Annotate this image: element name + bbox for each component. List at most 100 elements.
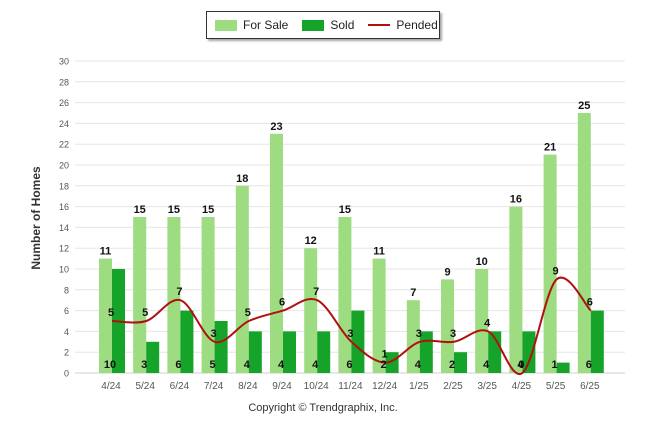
x-tick-label: 9/24 xyxy=(272,381,292,392)
for-sale-value-label: 25 xyxy=(578,100,590,112)
sold-value-label: 4 xyxy=(244,359,251,371)
y-tick-label: 8 xyxy=(64,285,69,295)
sold-value-label: 4 xyxy=(517,359,524,371)
pended-value-label: 5 xyxy=(245,307,251,319)
legend-label-sold: Sold xyxy=(330,18,355,32)
sold-value-label: 4 xyxy=(278,359,285,371)
pended-swatch xyxy=(368,24,391,26)
y-tick-label: 0 xyxy=(64,369,69,379)
for-sale-bar xyxy=(509,206,523,373)
for-sale-value-label: 15 xyxy=(202,204,214,216)
y-tick-label: 14 xyxy=(59,223,69,233)
for-sale-bar xyxy=(304,248,318,373)
for-sale-value-label: 12 xyxy=(305,235,317,247)
sold-value-label: 4 xyxy=(415,359,422,371)
x-tick-label: 6/25 xyxy=(580,381,600,392)
for-sale-value-label: 15 xyxy=(134,204,146,216)
bars xyxy=(99,113,604,373)
pended-value-label: 6 xyxy=(587,297,593,309)
sold-value-label: 6 xyxy=(346,359,352,371)
for-sale-bar xyxy=(133,217,147,373)
pended-value-label: 7 xyxy=(176,286,182,298)
for-sale-bar xyxy=(235,185,249,373)
y-tick-label: 22 xyxy=(59,140,69,150)
sold-swatch xyxy=(302,19,325,31)
pended-value-label: 4 xyxy=(484,317,491,329)
sold-bar xyxy=(351,310,365,373)
for-sale-bar xyxy=(577,113,591,373)
y-tick-label: 4 xyxy=(64,327,69,337)
for-sale-value-label: 15 xyxy=(339,204,351,216)
sold-value-label: 2 xyxy=(449,359,455,371)
x-tick-label: 4/24 xyxy=(101,381,121,392)
for-sale-swatch xyxy=(215,19,237,31)
sold-bar xyxy=(146,341,160,373)
legend-label-for-sale: For Sale xyxy=(243,18,289,32)
for-sale-value-label: 15 xyxy=(168,204,180,216)
sold-value-label: 4 xyxy=(312,359,319,371)
pended-value-label: 0 xyxy=(518,359,524,371)
legend-item-pended[interactable]: Pended xyxy=(368,18,438,32)
for-sale-bar xyxy=(167,217,181,373)
data-labels: 1110153156155184234124156112749210416421… xyxy=(100,100,593,371)
pended-value-label: 3 xyxy=(450,328,456,340)
for-sale-value-label: 7 xyxy=(410,287,416,299)
for-sale-value-label: 11 xyxy=(100,246,112,258)
pended-value-label: 3 xyxy=(347,328,353,340)
for-sale-value-label: 18 xyxy=(236,173,248,185)
for-sale-bar xyxy=(475,269,489,373)
y-tick-label: 6 xyxy=(64,306,69,316)
pended-value-label: 1 xyxy=(382,349,388,361)
legend-item-for-sale[interactable]: For Sale xyxy=(215,18,288,32)
y-tick-label: 30 xyxy=(59,57,69,67)
x-tick-label: 12/24 xyxy=(372,381,397,392)
x-tick-label: 1/25 xyxy=(409,381,429,392)
pended-value-label: 9 xyxy=(553,265,559,277)
sold-bar xyxy=(590,310,604,373)
pended-line-path xyxy=(111,276,592,376)
legend-item-sold[interactable]: Sold xyxy=(302,18,354,32)
x-tick-label: 11/24 xyxy=(338,381,363,392)
sold-bar xyxy=(556,362,570,373)
sold-value-label: 6 xyxy=(586,359,592,371)
copyright-text: Copyright © Trendgraphix, Inc. xyxy=(248,402,398,414)
x-tick-label: 10/24 xyxy=(304,381,329,392)
sold-value-label: 6 xyxy=(175,359,181,371)
x-tick-label: 3/25 xyxy=(477,381,497,392)
y-tick-label: 10 xyxy=(59,265,69,275)
pended-value-label: 6 xyxy=(279,297,285,309)
pended-value-label: 5 xyxy=(108,307,114,319)
y-axis-label: Number of Homes xyxy=(29,166,43,270)
x-tick-label: 7/24 xyxy=(204,381,224,392)
for-sale-bar xyxy=(338,217,352,373)
sold-bar xyxy=(522,331,536,373)
for-sale-value-label: 11 xyxy=(373,246,385,258)
x-tick-label: 5/24 xyxy=(135,381,155,392)
legend: For Sale Sold Pended xyxy=(206,11,440,39)
sold-bar xyxy=(454,352,467,373)
for-sale-bar xyxy=(99,258,112,373)
x-tick-label: 4/25 xyxy=(512,381,532,392)
pended-value-label: 7 xyxy=(313,286,319,298)
y-tick-label: 16 xyxy=(59,202,69,212)
for-sale-value-label: 21 xyxy=(544,142,556,154)
y-tick-label: 24 xyxy=(59,119,69,129)
x-tick-label: 6/24 xyxy=(170,381,190,392)
for-sale-bar xyxy=(372,258,386,373)
x-tick-label: 8/24 xyxy=(238,381,258,392)
for-sale-value-label: 23 xyxy=(270,121,282,133)
for-sale-value-label: 10 xyxy=(476,256,488,268)
y-tick-label: 20 xyxy=(59,161,69,171)
sold-value-label: 4 xyxy=(483,359,490,371)
sold-bar xyxy=(248,331,262,373)
sold-bar xyxy=(214,321,228,373)
sold-value-label: 3 xyxy=(141,359,147,371)
pended-value-label: 3 xyxy=(416,328,422,340)
x-axis-ticks: 4/24 5/24 6/24 7/24 8/24 9/24 10/24 11/24 12/24 1… xyxy=(101,381,600,392)
sold-bar xyxy=(385,352,399,373)
for-sale-value-label: 16 xyxy=(510,194,522,206)
y-tick-label: 18 xyxy=(59,181,69,191)
legend-label-pended: Pended xyxy=(396,18,438,32)
y-tick-label: 2 xyxy=(64,348,69,358)
